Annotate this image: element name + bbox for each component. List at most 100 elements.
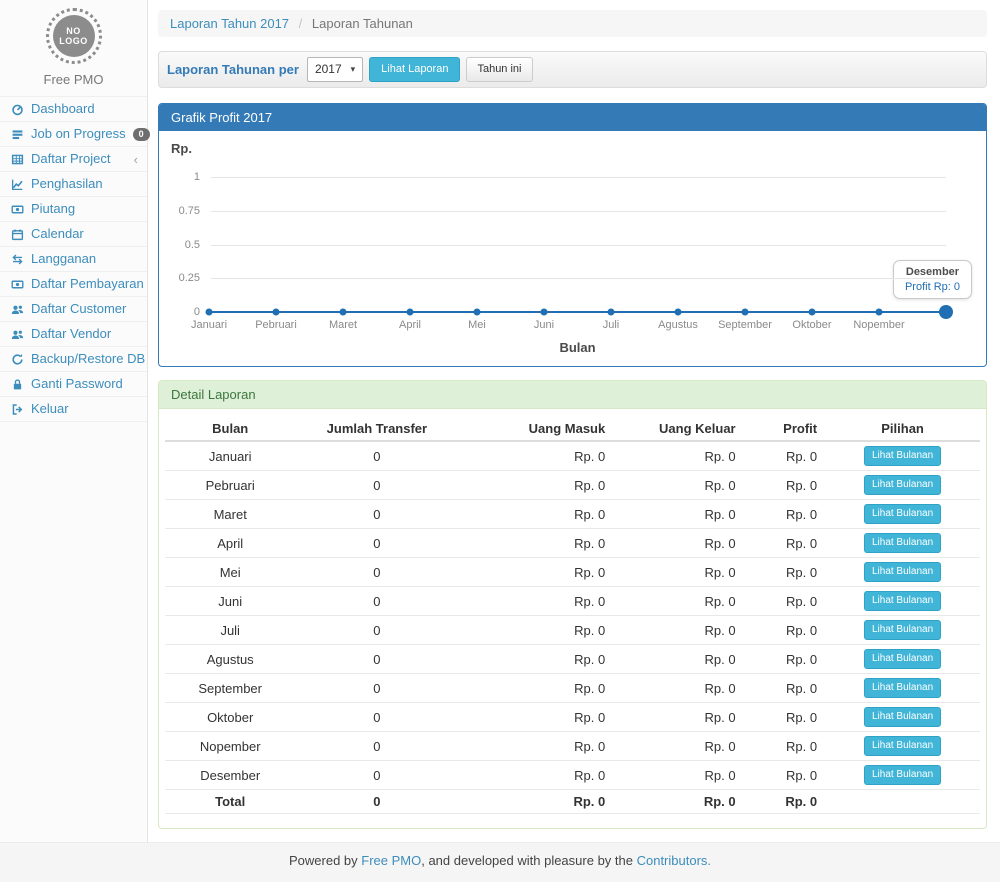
lihat-bulanan-button[interactable]: Lihat Bulanan [864, 707, 941, 727]
sidebar-item-ganti-password[interactable]: Ganti Password [0, 371, 147, 396]
year-select-value: 2017 [315, 62, 342, 76]
cell-jumlah-transfer: 0 [295, 703, 458, 732]
column-header-profit: Profit [744, 417, 826, 441]
cell-uang-masuk: Rp. 0 [458, 441, 613, 471]
sidebar-item-daftar-pembayaran[interactable]: Daftar Pembayaran [0, 271, 147, 296]
lihat-bulanan-button[interactable]: Lihat Bulanan [864, 562, 941, 582]
detail-laporan-panel: Detail Laporan Bulan Jumlah Transfer Uan… [158, 380, 987, 829]
table-row-agustus: Agustus0Rp. 0Rp. 0Rp. 0Lihat Bulanan [165, 645, 980, 674]
sidebar-item-daftar-project[interactable]: Daftar Project‹ [0, 146, 147, 171]
lihat-bulanan-button[interactable]: Lihat Bulanan [864, 475, 941, 495]
cell-profit: Rp. 0 [744, 529, 826, 558]
sidebar-item-label: Langganan [31, 251, 96, 267]
sidebar-item-piutang[interactable]: Piutang [0, 196, 147, 221]
sidebar-item-langganan[interactable]: Langganan [0, 246, 147, 271]
footer-link-free-pmo[interactable]: Free PMO [361, 853, 421, 868]
cell-profit: Rp. 0 [744, 441, 826, 471]
lihat-bulanan-button[interactable]: Lihat Bulanan [864, 765, 941, 785]
lihat-bulanan-button[interactable]: Lihat Bulanan [864, 446, 941, 466]
data-point-september[interactable] [742, 309, 749, 316]
lihat-bulanan-button[interactable]: Lihat Bulanan [864, 649, 941, 669]
cell-uang-keluar: Rp. 0 [613, 441, 743, 471]
cell-profit: Rp. 0 [744, 674, 826, 703]
total-action-empty [825, 790, 980, 814]
data-point-april[interactable] [407, 309, 414, 316]
table-row-desember: Desember0Rp. 0Rp. 0Rp. 0Lihat Bulanan [165, 761, 980, 790]
cell-uang-keluar: Rp. 0 [613, 703, 743, 732]
sidebar-item-dashboard[interactable]: Dashboard [0, 96, 147, 121]
x-axis-label: Pebruari [255, 319, 297, 331]
sidebar-item-label: Job on Progress [31, 126, 126, 142]
sidebar-item-label: Calendar [31, 226, 84, 242]
cell-profit: Rp. 0 [744, 761, 826, 790]
breadcrumb: Laporan Tahun 2017 / Laporan Tahunan [158, 10, 987, 37]
data-point-juli[interactable] [608, 309, 615, 316]
tooltip-value: Profit Rp: 0 [905, 281, 960, 293]
cell-uang-masuk: Rp. 0 [458, 645, 613, 674]
gridline [211, 177, 946, 178]
report-table: Bulan Jumlah Transfer Uang Masuk Uang Ke… [165, 417, 980, 814]
cell-bulan: April [165, 529, 295, 558]
lock-icon [10, 377, 24, 391]
cell-profit: Rp. 0 [744, 703, 826, 732]
sidebar-item-label: Penghasilan [31, 176, 103, 192]
cell-bulan: Juni [165, 587, 295, 616]
breadcrumb-link-laporan-tahun[interactable]: Laporan Tahun 2017 [170, 16, 289, 31]
data-point-agustus[interactable] [675, 309, 682, 316]
column-header-uang-masuk: Uang Masuk [458, 417, 613, 441]
x-axis-label: Nopember [853, 319, 904, 331]
sidebar-item-label: Daftar Vendor [31, 326, 111, 342]
cell-profit: Rp. 0 [744, 558, 826, 587]
lihat-laporan-button[interactable]: Lihat Laporan [369, 57, 460, 82]
sidebar-item-daftar-customer[interactable]: Daftar Customer [0, 296, 147, 321]
gridline [211, 278, 946, 279]
breadcrumb-separator: / [299, 16, 303, 31]
sidebar-item-backup-restore-db[interactable]: Backup/Restore DB [0, 346, 147, 371]
sidebar-item-job-on-progress[interactable]: Job on Progress0 [0, 121, 147, 146]
exchange-icon [10, 252, 24, 266]
cell-bulan: Desember [165, 761, 295, 790]
lihat-bulanan-button[interactable]: Lihat Bulanan [864, 736, 941, 756]
footer-link-contributors[interactable]: Contributors. [637, 853, 711, 868]
chart-plot-area: Desember Profit Rp: 0 00.250.50.751 [209, 177, 946, 312]
gridline [211, 211, 946, 212]
data-point-mei[interactable] [474, 309, 481, 316]
data-point-juni[interactable] [541, 309, 548, 316]
data-point-maret[interactable] [340, 309, 347, 316]
data-point-oktober[interactable] [809, 309, 816, 316]
column-header-jumlah-transfer: Jumlah Transfer [295, 417, 458, 441]
x-axis-label: September [718, 319, 772, 331]
sidebar-item-daftar-vendor[interactable]: Daftar Vendor [0, 321, 147, 346]
cell-uang-masuk: Rp. 0 [458, 587, 613, 616]
sidebar-item-label: Keluar [31, 401, 69, 417]
lihat-bulanan-button[interactable]: Lihat Bulanan [864, 678, 941, 698]
lihat-bulanan-button[interactable]: Lihat Bulanan [864, 620, 941, 640]
cell-profit: Rp. 0 [744, 732, 826, 761]
sidebar-item-label: Dashboard [31, 101, 95, 117]
sidebar-item-calendar[interactable]: Calendar [0, 221, 147, 246]
data-point-januari[interactable] [206, 309, 213, 316]
year-select[interactable]: 2017 ▾ [307, 57, 363, 81]
table-row-maret: Maret0Rp. 0Rp. 0Rp. 0Lihat Bulanan [165, 500, 980, 529]
table-total-row: Total 0 Rp. 0 Rp. 0 Rp. 0 [165, 790, 980, 814]
tahun-ini-button[interactable]: Tahun ini [466, 57, 532, 82]
y-axis-tick: 0.5 [185, 239, 200, 251]
data-point-pebruari[interactable] [273, 309, 280, 316]
tasks-icon [10, 127, 24, 141]
cell-uang-masuk: Rp. 0 [458, 703, 613, 732]
cell-uang-keluar: Rp. 0 [613, 674, 743, 703]
cell-jumlah-transfer: 0 [295, 529, 458, 558]
sidebar-item-penghasilan[interactable]: Penghasilan [0, 171, 147, 196]
cell-jumlah-transfer: 0 [295, 645, 458, 674]
lihat-bulanan-button[interactable]: Lihat Bulanan [864, 533, 941, 553]
data-point-nopember[interactable] [876, 309, 883, 316]
lihat-bulanan-button[interactable]: Lihat Bulanan [864, 504, 941, 524]
cell-jumlah-transfer: 0 [295, 587, 458, 616]
gridline [211, 245, 946, 246]
column-header-bulan: Bulan [165, 417, 295, 441]
cell-bulan: Mei [165, 558, 295, 587]
data-point-desember[interactable] [939, 305, 953, 319]
sidebar-item-keluar[interactable]: Keluar [0, 396, 147, 422]
users-icon [10, 302, 24, 316]
lihat-bulanan-button[interactable]: Lihat Bulanan [864, 591, 941, 611]
